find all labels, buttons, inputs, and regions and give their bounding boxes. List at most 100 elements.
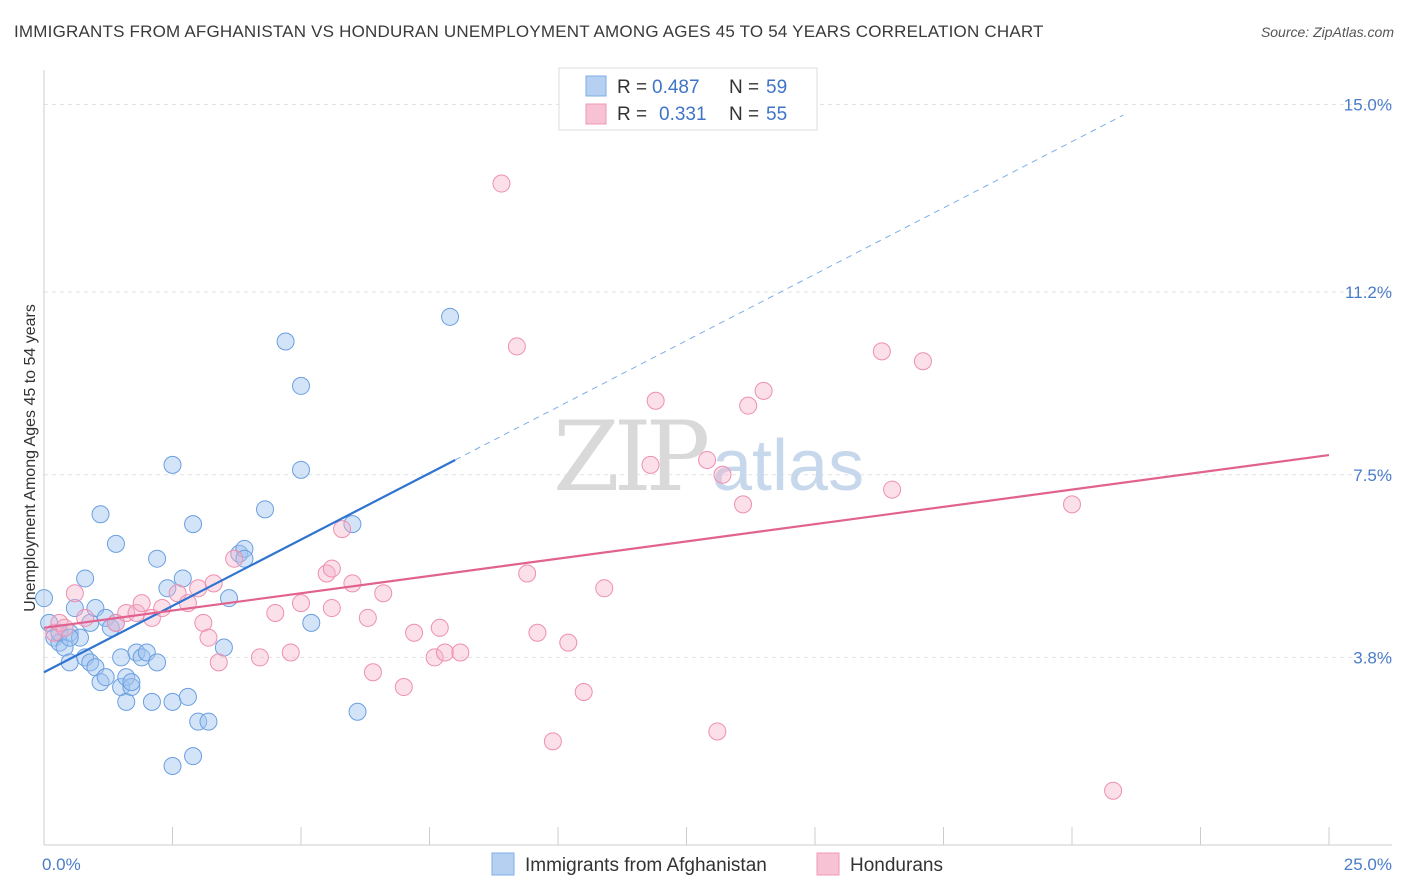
point-afghanistan bbox=[117, 668, 136, 687]
point-hondurans bbox=[45, 623, 64, 642]
point-hondurans bbox=[322, 599, 341, 618]
legend-n-label-afghanistan: N = bbox=[729, 77, 759, 98]
x-ticks bbox=[43, 827, 1330, 845]
point-afghanistan bbox=[199, 712, 218, 731]
legend-r-hondurans: 0.331 bbox=[659, 104, 707, 125]
point-afghanistan bbox=[106, 534, 125, 553]
point-hondurans bbox=[204, 574, 223, 593]
point-hondurans bbox=[292, 594, 310, 613]
point-hondurans bbox=[358, 608, 377, 627]
point-hondurans bbox=[225, 549, 244, 568]
point-afghanistan bbox=[184, 747, 203, 766]
point-afghanistan bbox=[127, 643, 146, 662]
point-afghanistan bbox=[178, 687, 197, 706]
point-afghanistan bbox=[163, 455, 182, 474]
point-afghanistan bbox=[230, 544, 249, 563]
point-afghanistan bbox=[348, 702, 367, 721]
point-hondurans bbox=[913, 352, 932, 371]
point-hondurans bbox=[333, 520, 352, 539]
point-hondurans bbox=[543, 732, 562, 751]
trend-line-afghanistan-extension bbox=[454, 114, 1124, 461]
point-afghanistan bbox=[184, 515, 203, 534]
point-hondurans bbox=[266, 603, 285, 622]
point-afghanistan bbox=[122, 673, 141, 692]
series-label-afghanistan: Immigrants from Afghanistan bbox=[525, 855, 767, 876]
point-afghanistan bbox=[235, 549, 254, 568]
point-hondurans bbox=[1104, 781, 1123, 800]
point-hondurans bbox=[322, 559, 341, 578]
point-hondurans bbox=[435, 643, 454, 662]
point-afghanistan bbox=[142, 692, 161, 711]
point-hondurans bbox=[641, 455, 660, 474]
y-tick-label: 15.0% bbox=[1344, 96, 1392, 115]
point-afghanistan bbox=[35, 589, 53, 608]
watermark-atlas: atlas bbox=[712, 426, 864, 506]
axes bbox=[43, 70, 1392, 846]
point-hondurans bbox=[708, 722, 727, 741]
point-hondurans bbox=[754, 381, 773, 400]
point-hondurans bbox=[559, 633, 578, 652]
watermark-zip: ZIP bbox=[553, 401, 708, 513]
point-hondurans bbox=[646, 391, 665, 410]
point-hondurans bbox=[1063, 495, 1081, 514]
point-hondurans bbox=[518, 564, 537, 583]
trend-line-afghanistan bbox=[43, 458, 456, 674]
point-afghanistan bbox=[158, 579, 177, 598]
point-afghanistan bbox=[70, 628, 89, 647]
y-tick-labels: 3.8% 7.5% 11.2% 15.0% bbox=[1344, 96, 1392, 668]
point-hondurans bbox=[595, 579, 614, 598]
series-swatch-hondurans bbox=[816, 852, 840, 876]
point-afghanistan bbox=[91, 505, 110, 524]
legend-n-label-hondurans: N = bbox=[729, 104, 759, 125]
point-hondurans bbox=[507, 337, 526, 356]
point-hondurans bbox=[343, 574, 362, 593]
point-hondurans bbox=[281, 643, 300, 662]
series-label-hondurans: Hondurans bbox=[850, 855, 943, 876]
y-tick-label: 3.8% bbox=[1353, 648, 1392, 667]
point-hondurans bbox=[374, 584, 393, 603]
series-legend: Immigrants from Afghanistan Hondurans bbox=[491, 852, 943, 876]
point-hondurans bbox=[872, 342, 891, 361]
legend-r-afghanistan: 0.487 bbox=[652, 77, 700, 98]
point-hondurans bbox=[65, 584, 84, 603]
stats-legend: R = 0.487 N = 59 R = 0.331 N = 55 bbox=[558, 67, 818, 131]
y-tick-label: 7.5% bbox=[1353, 466, 1392, 485]
point-afghanistan bbox=[189, 712, 208, 731]
legend-n-hondurans: 55 bbox=[766, 104, 787, 125]
point-hondurans bbox=[317, 564, 336, 583]
point-hondurans bbox=[199, 628, 218, 647]
legend-r-label-afghanistan: R = bbox=[617, 77, 647, 98]
point-hondurans bbox=[250, 648, 269, 667]
point-hondurans bbox=[394, 678, 413, 697]
point-hondurans bbox=[451, 643, 470, 662]
point-afghanistan bbox=[256, 500, 275, 519]
gridlines bbox=[44, 104, 1392, 658]
point-afghanistan bbox=[292, 376, 310, 395]
legend-swatch-hondurans bbox=[585, 103, 607, 125]
point-afghanistan bbox=[292, 460, 310, 479]
point-afghanistan bbox=[81, 653, 100, 672]
point-hondurans bbox=[189, 579, 208, 598]
point-hondurans bbox=[405, 623, 424, 642]
trend-line-hondurans bbox=[43, 453, 1330, 629]
legend-swatch-afghanistan bbox=[585, 75, 607, 97]
legend-n-afghanistan: 59 bbox=[766, 77, 787, 98]
point-afghanistan bbox=[343, 515, 362, 534]
point-afghanistan bbox=[302, 613, 321, 632]
point-hondurans bbox=[528, 623, 547, 642]
point-hondurans bbox=[430, 618, 449, 637]
point-afghanistan bbox=[76, 569, 95, 588]
y-axis-title: Unemployment Among Ages 45 to 54 years bbox=[22, 304, 39, 612]
y-tick-label: 11.2% bbox=[1345, 283, 1392, 302]
point-hondurans bbox=[574, 682, 593, 701]
point-afghanistan bbox=[148, 549, 167, 568]
point-hondurans bbox=[734, 495, 753, 514]
watermark: ZIP atlas bbox=[553, 401, 864, 513]
point-hondurans bbox=[425, 648, 444, 667]
x-tick-label-min: 0.0% bbox=[42, 855, 81, 874]
point-afghanistan bbox=[96, 668, 115, 687]
point-afghanistan bbox=[91, 673, 110, 692]
point-hondurans bbox=[883, 480, 902, 499]
chart-title: IMMIGRANTS FROM AFGHANISTAN VS HONDURAN … bbox=[14, 22, 1044, 41]
